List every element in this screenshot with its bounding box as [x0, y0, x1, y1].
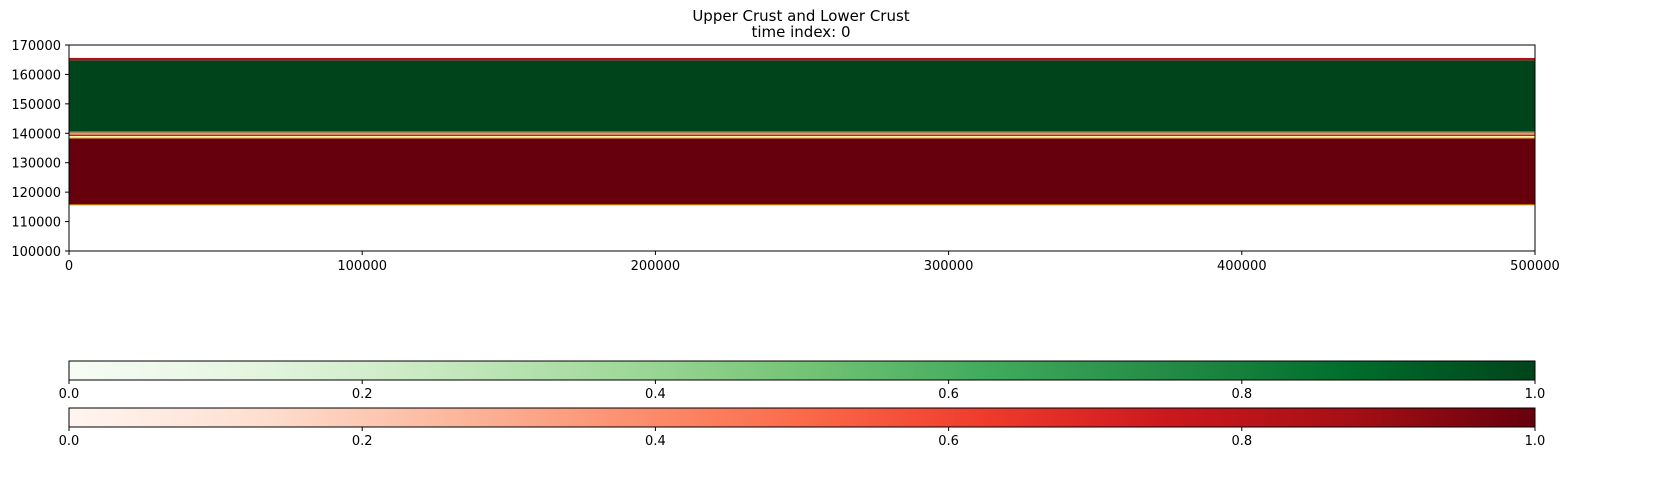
x-tick-label: 300000	[924, 259, 974, 274]
interface-line	[69, 204, 1535, 206]
y-tick-label: 150000	[11, 98, 61, 113]
y-tick-label: 140000	[11, 127, 61, 142]
colorbar-tick-label: 0.6	[938, 387, 959, 402]
colorbar-tick-label: 0.2	[352, 434, 373, 449]
y-tick-label: 100000	[11, 245, 61, 260]
x-tick-label: 200000	[631, 259, 681, 274]
plot-frame	[68, 44, 1536, 252]
chart-subtitle: time index: 0	[751, 23, 850, 41]
interface-line	[69, 135, 1535, 138]
lower-crust-band	[69, 134, 1535, 136]
x-tick-label: 400000	[1217, 259, 1267, 274]
x-tick-label: 100000	[337, 259, 387, 274]
upper-crust-band	[69, 132, 1535, 134]
colorbar-tick-label: 0.0	[59, 434, 80, 449]
colorbar-tick-label: 0.2	[352, 387, 373, 402]
colorbar-greens	[68, 360, 1536, 381]
y-tick-label: 170000	[11, 39, 61, 54]
lower-crust-band	[69, 133, 1535, 135]
colorbar-reds	[68, 407, 1536, 428]
colorbar-tick-label: 0.6	[938, 434, 959, 449]
colorbar-tick-label: 0.0	[59, 387, 80, 402]
colorbar-tick-label: 0.4	[645, 434, 666, 449]
lower-crust-band	[69, 57, 1535, 61]
colorbar-tick-label: 1.0	[1525, 434, 1546, 449]
interface-line	[69, 137, 1535, 139]
colorbar-tick-label: 0.8	[1231, 387, 1252, 402]
y-tick-label: 110000	[11, 216, 61, 231]
upper-crust-band	[69, 60, 1535, 133]
y-tick-label: 130000	[11, 157, 61, 172]
colorbar-tick-label: 0.8	[1231, 434, 1252, 449]
colorbars: 0.0 0.2 0.4 0.6 0.8 1.0 0.0 0.2 0.4 0.6 0.8 1.0	[59, 360, 1546, 449]
y-tick-label: 160000	[11, 68, 61, 83]
x-tick-label: 500000	[1510, 259, 1560, 274]
chart-title: Upper Crust and Lower Crust	[692, 7, 909, 25]
lower-crust-band	[69, 138, 1535, 205]
x-tick-label: 0	[65, 259, 73, 274]
main-plot: 0 100000 200000 300000 400000 500000 100000 110…	[11, 39, 1559, 274]
colorbar-tick-label: 1.0	[1525, 387, 1546, 402]
y-tick-label: 120000	[11, 186, 61, 201]
colorbar-tick-label: 0.4	[645, 387, 666, 402]
lower-crust-band	[69, 131, 1535, 133]
